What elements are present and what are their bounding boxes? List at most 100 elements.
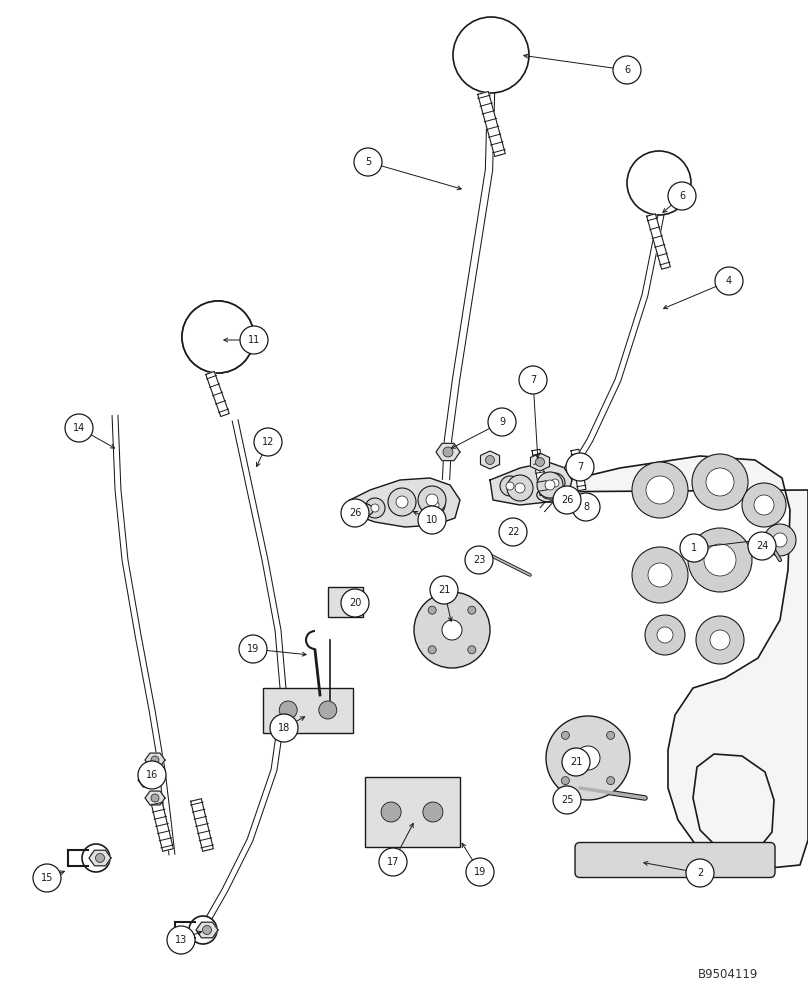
Circle shape	[428, 646, 436, 654]
Circle shape	[566, 453, 594, 481]
Polygon shape	[520, 456, 808, 870]
Text: 5: 5	[365, 157, 371, 167]
Circle shape	[197, 924, 209, 936]
FancyBboxPatch shape	[327, 587, 363, 617]
Text: 10: 10	[426, 515, 438, 525]
Circle shape	[553, 786, 581, 814]
Circle shape	[144, 776, 152, 784]
Polygon shape	[532, 449, 548, 496]
Text: 16: 16	[146, 770, 158, 780]
Text: B9504119: B9504119	[698, 968, 758, 982]
Text: 20: 20	[349, 598, 361, 608]
Text: 8: 8	[583, 502, 589, 512]
Circle shape	[648, 563, 672, 587]
Circle shape	[657, 627, 673, 643]
Circle shape	[396, 496, 408, 508]
Circle shape	[546, 716, 630, 800]
Circle shape	[151, 794, 159, 802]
FancyBboxPatch shape	[364, 777, 460, 847]
Polygon shape	[564, 460, 586, 476]
Polygon shape	[531, 453, 549, 471]
Circle shape	[551, 479, 559, 487]
Circle shape	[486, 456, 494, 464]
Text: 26: 26	[561, 495, 573, 505]
Circle shape	[607, 731, 615, 739]
Text: 6: 6	[679, 191, 685, 201]
Circle shape	[536, 458, 545, 466]
Circle shape	[468, 646, 476, 654]
Circle shape	[270, 714, 298, 742]
Text: 26: 26	[349, 508, 361, 518]
Circle shape	[686, 859, 714, 887]
Polygon shape	[646, 214, 671, 269]
Polygon shape	[145, 753, 165, 767]
Polygon shape	[191, 799, 213, 851]
Circle shape	[764, 524, 796, 556]
Text: 21: 21	[570, 757, 583, 767]
Circle shape	[696, 616, 744, 664]
Text: 24: 24	[755, 541, 768, 551]
Circle shape	[182, 301, 254, 373]
Polygon shape	[555, 498, 575, 512]
Polygon shape	[350, 478, 460, 527]
Circle shape	[710, 630, 730, 650]
Circle shape	[499, 518, 527, 546]
Circle shape	[704, 544, 736, 576]
Circle shape	[515, 483, 525, 493]
Text: 13: 13	[175, 935, 187, 945]
Circle shape	[632, 547, 688, 603]
Text: 19: 19	[473, 867, 486, 877]
Circle shape	[189, 916, 217, 944]
Circle shape	[507, 475, 533, 501]
Circle shape	[430, 576, 458, 604]
Circle shape	[90, 852, 102, 864]
Circle shape	[519, 366, 547, 394]
Circle shape	[537, 472, 563, 498]
Circle shape	[545, 480, 555, 490]
Polygon shape	[196, 922, 218, 938]
FancyBboxPatch shape	[575, 842, 775, 878]
Circle shape	[426, 494, 438, 506]
Text: 7: 7	[530, 375, 537, 385]
Polygon shape	[481, 451, 499, 469]
Circle shape	[561, 501, 569, 509]
Circle shape	[240, 326, 268, 354]
Text: 2: 2	[696, 868, 703, 878]
Circle shape	[545, 473, 565, 493]
Circle shape	[553, 486, 581, 514]
Circle shape	[138, 761, 166, 789]
Circle shape	[203, 926, 212, 934]
Circle shape	[442, 620, 462, 640]
Circle shape	[425, 495, 445, 515]
Circle shape	[418, 486, 446, 514]
Circle shape	[706, 468, 734, 496]
Circle shape	[388, 488, 416, 516]
Circle shape	[488, 408, 516, 436]
Text: 9: 9	[499, 417, 505, 427]
Circle shape	[742, 483, 786, 527]
Circle shape	[95, 854, 104, 862]
Circle shape	[341, 589, 369, 617]
Circle shape	[692, 454, 748, 510]
Text: 15: 15	[41, 873, 53, 883]
Text: 17: 17	[387, 857, 399, 867]
FancyBboxPatch shape	[263, 688, 353, 732]
Text: 4: 4	[726, 276, 732, 286]
Circle shape	[748, 532, 776, 560]
Circle shape	[82, 844, 110, 872]
Circle shape	[33, 864, 61, 892]
Circle shape	[506, 482, 514, 490]
Circle shape	[572, 493, 600, 521]
Polygon shape	[150, 799, 174, 851]
Circle shape	[468, 606, 476, 614]
Circle shape	[715, 267, 743, 295]
Circle shape	[414, 592, 490, 668]
Circle shape	[613, 56, 641, 84]
Polygon shape	[478, 92, 505, 156]
Text: 1: 1	[691, 543, 697, 553]
Circle shape	[428, 606, 436, 614]
Circle shape	[354, 148, 382, 176]
Circle shape	[182, 301, 254, 373]
Circle shape	[627, 151, 691, 215]
Polygon shape	[145, 791, 165, 805]
